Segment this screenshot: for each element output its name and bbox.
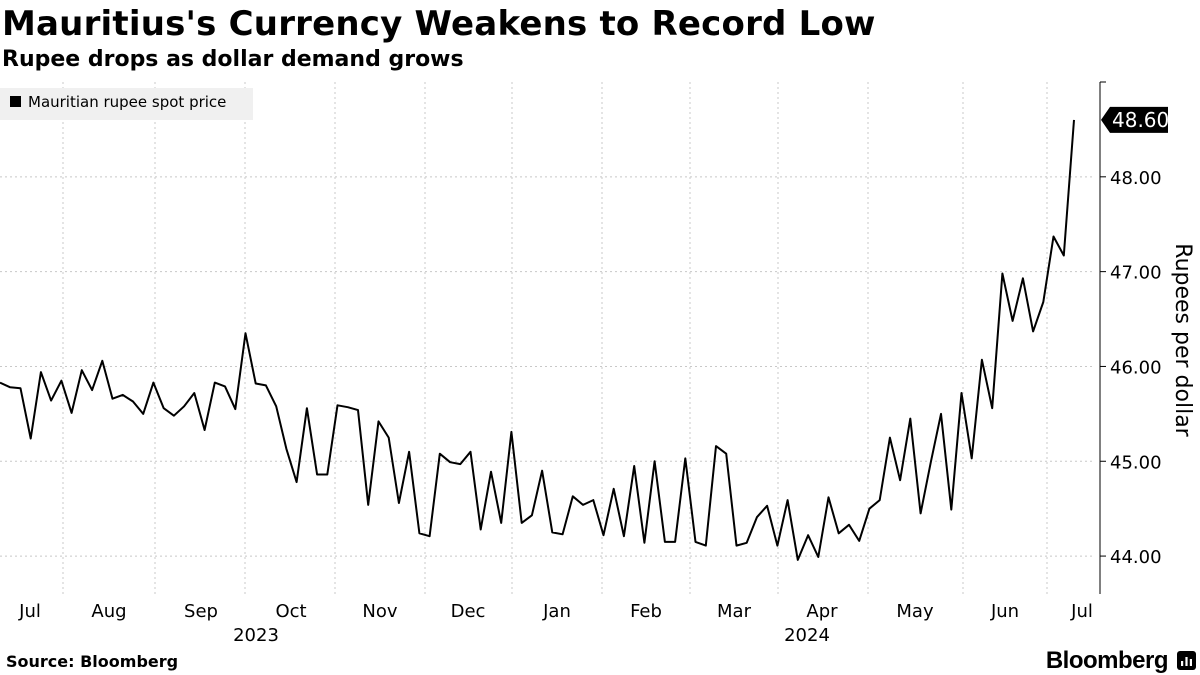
bloomberg-logo: Bloomberg bbox=[1045, 647, 1169, 674]
x-month-label-4: Nov bbox=[362, 601, 397, 622]
last-value-label: 48.60 bbox=[1112, 108, 1169, 132]
legend: Mauritian rupee spot price bbox=[0, 88, 253, 120]
x-month-label-6: Jan bbox=[542, 601, 571, 622]
x-axis-year-labels: 2023 2024 bbox=[233, 625, 830, 646]
x-month-label-10: May bbox=[896, 601, 934, 622]
x-axis-month-labels: Jul Aug Sep Oct Nov Dec Jan Feb Mar Apr May Jun Jul bbox=[18, 601, 1093, 622]
x-year-label-0: 2023 bbox=[233, 625, 279, 646]
y-tick-label-1: 45.00 bbox=[1110, 452, 1162, 473]
bloomberg-terminal-icon bbox=[1177, 651, 1196, 670]
x-year-label-1: 2024 bbox=[784, 625, 830, 646]
x-month-label-9: Apr bbox=[806, 601, 838, 622]
x-month-label-11: Jun bbox=[990, 601, 1019, 622]
last-value-marker bbox=[1101, 106, 1168, 133]
source-note: Source: Bloomberg bbox=[6, 652, 179, 671]
x-month-label-1: Aug bbox=[91, 601, 126, 622]
x-month-label-0: Jul bbox=[18, 601, 41, 622]
y-tick-label-0: 44.00 bbox=[1110, 547, 1162, 568]
chart-title: Mauritius's Currency Weakens to Record L… bbox=[2, 4, 876, 44]
vertical-gridlines bbox=[62, 82, 1048, 594]
y-axis-ticks: 44.00 45.00 46.00 47.00 48.00 bbox=[1100, 81, 1162, 568]
legend-background bbox=[0, 88, 253, 120]
y-tick-label-3: 47.00 bbox=[1110, 263, 1162, 284]
x-month-label-7: Feb bbox=[630, 601, 662, 622]
y-tick-label-4: 48.00 bbox=[1110, 168, 1162, 189]
x-month-label-5: Dec bbox=[451, 601, 486, 622]
legend-swatch bbox=[10, 96, 21, 107]
series-line-mauritian-rupee bbox=[0, 119, 1075, 561]
x-month-label-8: Mar bbox=[717, 601, 752, 622]
y-tick-label-2: 46.00 bbox=[1110, 357, 1162, 378]
chart-subtitle: Rupee drops as dollar demand grows bbox=[2, 47, 464, 72]
legend-label: Mauritian rupee spot price bbox=[28, 93, 226, 111]
x-month-label-2: Sep bbox=[184, 601, 218, 622]
y-axis-label: Rupees per dollar bbox=[1170, 243, 1195, 437]
last-value-tag: 48.60 bbox=[1101, 106, 1169, 133]
horizontal-gridlines bbox=[0, 176, 1092, 557]
x-month-label-3: Oct bbox=[275, 601, 306, 622]
x-month-label-12: Jul bbox=[1070, 601, 1093, 622]
